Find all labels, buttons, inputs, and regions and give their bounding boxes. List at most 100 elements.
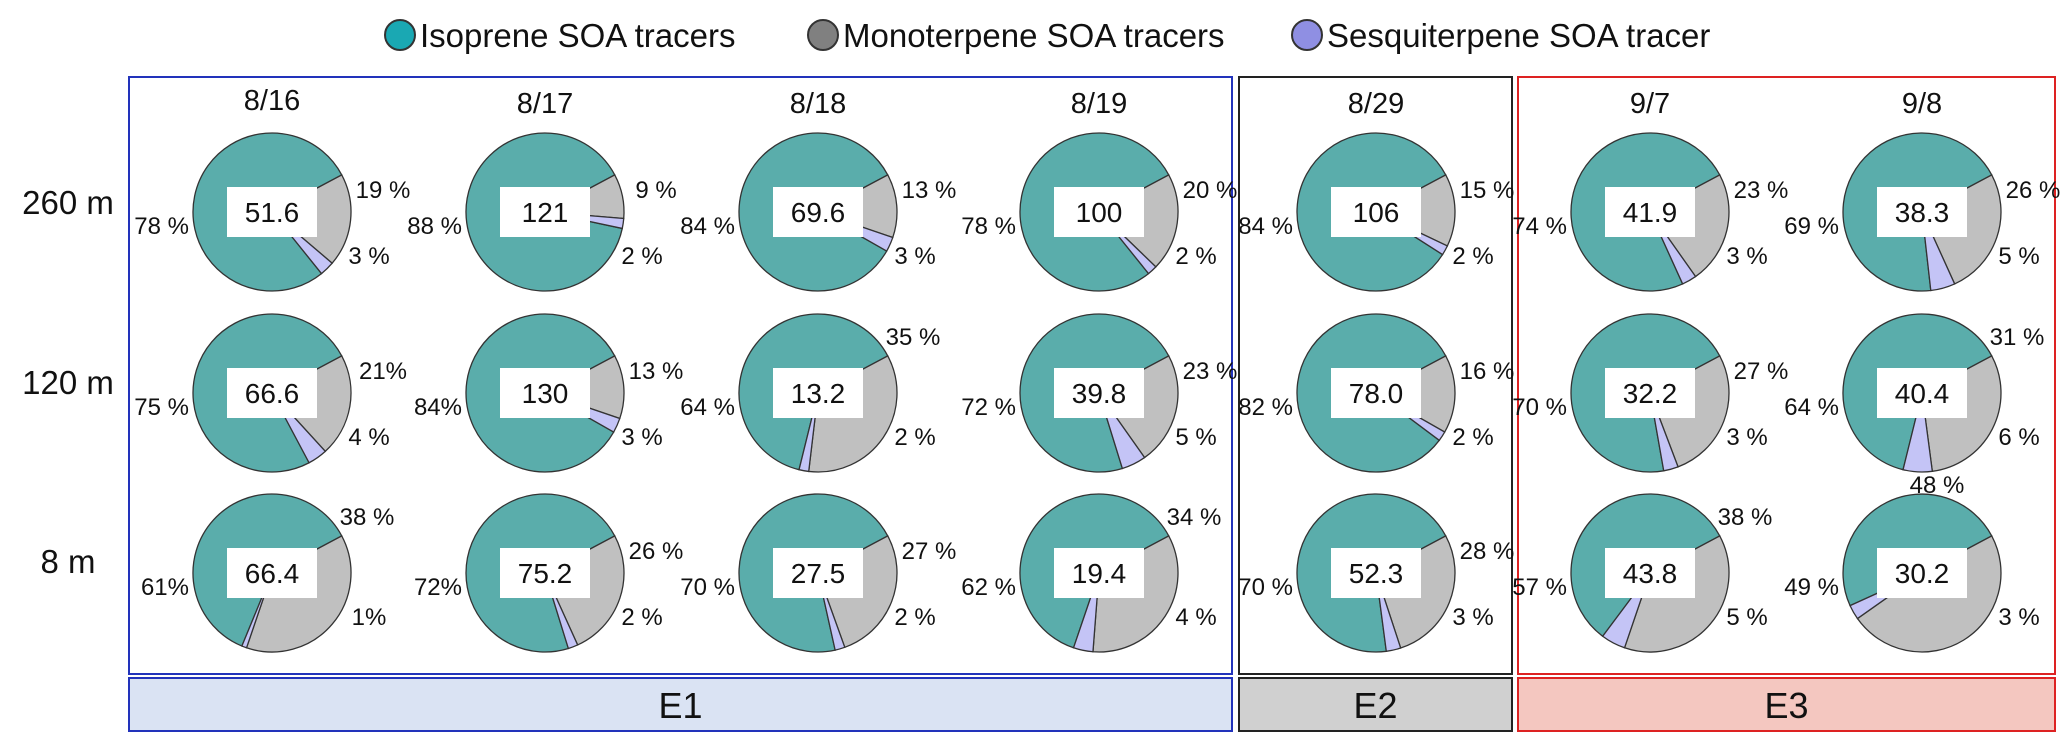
pie-total-box [500,368,590,418]
pie-label-isoprene: 57 % [1512,574,1567,601]
pie-total-value: 66.4 [245,558,300,589]
pie-label-sesquiterpene: 3 % [1726,243,1767,270]
pie-label-isoprene: 82 % [1238,394,1293,421]
pie-8-29-120-m: 78.0 82 % 16 % 2 % [1238,313,1514,473]
pie-label-monoterpene: 35 % [886,324,941,351]
episode-label: E2 [1353,685,1397,726]
pie-8-16-8-m: 66.4 61% 38 % 1% [141,493,395,653]
pie-label-isoprene: 74 % [1512,213,1567,240]
pie-label-monoterpene: 34 % [1167,504,1222,531]
pie-label-sesquiterpene: 4 % [348,424,389,451]
pie-total-value: 100 [1076,197,1123,228]
pie-label-monoterpene: 13 % [629,358,684,385]
pie-label-monoterpene: 20 % [1183,177,1238,204]
pie-label-isoprene: 88 % [407,213,462,240]
height-label-8-m: 8 m [40,543,95,580]
height-label-120-m: 120 m [22,364,114,401]
pie-total-box [500,187,590,237]
episode-bar-rect [1517,677,2056,732]
pie-total-value: 32.2 [1623,378,1678,409]
pie-total-value: 66.6 [245,378,300,409]
episode-frame-e3 [1517,76,2056,675]
episode-bar-e1: E1 [128,677,1233,732]
pie-label-monoterpene: 23 % [1734,177,1789,204]
episode-bars: E1 E2 E3 [128,677,2056,732]
pie-label-sesquiterpene: 3 % [621,424,662,451]
pie-label-sesquiterpene: 2 % [1175,243,1216,270]
pie-label-isoprene: 49 % [1784,574,1839,601]
pie-total-box [773,548,863,598]
height-label-260-m: 260 m [22,184,114,221]
pie-total-box [1331,548,1421,598]
pie-total-value: 13.2 [791,378,846,409]
episode-bar-e2: E2 [1238,677,1513,732]
pie-label-sesquiterpene: 5 % [1998,243,2039,270]
pie-8-16-120-m: 66.6 75 % 21% 4 % [134,313,407,473]
date-label-8-29: 8/29 [1348,88,1404,120]
pie-9-8-120-m: 40.4 64 % 31 % 6 % [1784,313,2044,473]
pie-total-box [1877,187,1967,237]
pie-label-monoterpene: 27 % [902,538,957,565]
pie-8-29-8-m: 52.3 70 % 28 % 3 % [1238,493,1515,653]
pie-total-box [1054,187,1144,237]
pie-label-sesquiterpene: 3 % [1998,604,2039,631]
pie-total-box [1605,368,1695,418]
episode-bar-rect [1238,677,1513,732]
pie-total-box [773,368,863,418]
pie-label-isoprene: 61% [141,574,189,601]
height-labels: 260 m 120 m 8 m [22,184,114,580]
episode-frames [128,76,2056,675]
pie-label-isoprene: 84 % [1238,213,1293,240]
episode-bar-rect [128,677,1233,732]
pie-total-value: 69.6 [791,197,846,228]
pie-total-box [1331,368,1421,418]
episode-label: E1 [658,685,702,726]
pie-label-isoprene: 72 % [961,394,1016,421]
pie-total-box [773,187,863,237]
date-label-8-17: 8/17 [517,88,573,120]
pie-label-monoterpene: 26 % [629,538,684,565]
pie-label-sesquiterpene: 1% [352,604,387,631]
pie-total-value: 19.4 [1072,558,1127,589]
pie-label-sesquiterpene: 3 % [894,243,935,270]
pie-total-value: 30.2 [1895,558,1950,589]
pie-label-sesquiterpene: 2 % [621,604,662,631]
pie-total-value: 41.9 [1623,197,1678,228]
pie-label-sesquiterpene: 3 % [1726,424,1767,451]
legend-item-isoprene-soa-tracers: Isoprene SOA tracers [384,17,735,54]
pie-9-8-8-m: 30.2 49 % 48 % 3 % [1784,472,2040,653]
pie-label-isoprene: 84 % [680,213,735,240]
pie-8-29-260-m: 106 84 % 15 % 2 % [1238,132,1514,292]
pie-label-isoprene: 78 % [134,213,189,240]
episode-frame-e2 [1238,76,1513,675]
pie-8-19-8-m: 19.4 62 % 34 % 4 % [961,493,1222,653]
legend-label: Sesquiterpene SOA tracer [1327,17,1710,54]
pie-total-box [227,187,317,237]
pie-label-monoterpene: 28 % [1460,538,1515,565]
legend-label: Isoprene SOA tracers [420,17,735,54]
pie-9-8-260-m: 38.3 69 % 26 % 5 % [1784,132,2060,292]
date-labels: 8/16 8/17 8/18 8/19 8/29 9/7 9/8 [244,85,1942,120]
legend-swatch-monoterpene-soa-tracers [807,19,839,51]
pie-label-sesquiterpene: 3 % [348,243,389,270]
pie-total-value: 130 [522,378,569,409]
pie-label-isoprene: 64 % [1784,394,1839,421]
legend-swatch-sesquiterpene-soa-tracer [1291,19,1323,51]
pie-9-7-8-m: 43.8 57 % 38 % 5 % [1512,493,1772,653]
pie-slice-sesquiterpene [1902,392,1934,473]
pie-label-sesquiterpene: 6 % [1998,424,2039,451]
pie-label-sesquiterpene: 2 % [621,243,662,270]
pie-label-isoprene: 70 % [680,574,735,601]
pie-8-17-260-m: 121 88 % 9 % 2 % [407,132,677,292]
pie-label-sesquiterpene: 3 % [1452,604,1493,631]
legend-item-sesquiterpene-soa-tracer: Sesquiterpene SOA tracer [1291,17,1710,54]
pie-label-monoterpene: 23 % [1183,358,1238,385]
pie-total-box [1877,368,1967,418]
pie-label-sesquiterpene: 5 % [1175,424,1216,451]
pie-label-monoterpene: 38 % [340,504,395,531]
episode-frame-e1 [128,76,1233,675]
legend-label: Monoterpene SOA tracers [843,17,1225,54]
pie-total-value: 78.0 [1349,378,1404,409]
pie-total-value: 106 [1353,197,1400,228]
pie-label-sesquiterpene: 2 % [1452,424,1493,451]
